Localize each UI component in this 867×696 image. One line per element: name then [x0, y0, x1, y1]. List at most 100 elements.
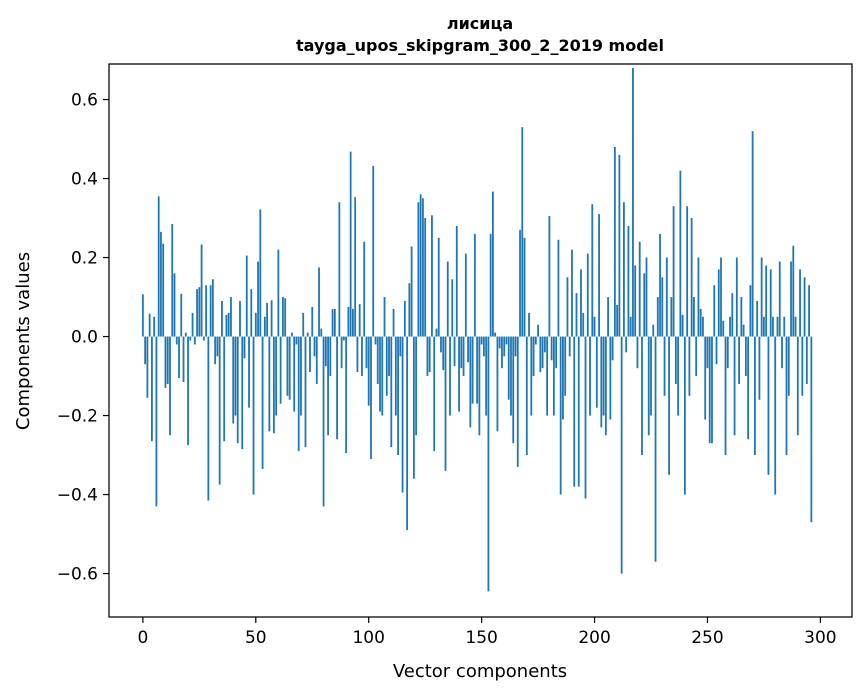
bar	[437, 237, 440, 337]
bar	[659, 233, 661, 337]
bar	[279, 336, 282, 404]
bar	[674, 336, 677, 384]
bar	[485, 336, 488, 416]
bar	[629, 316, 632, 337]
bar	[426, 336, 429, 377]
bar	[401, 336, 404, 493]
bar	[225, 314, 228, 337]
bar	[205, 285, 208, 337]
bar	[683, 336, 686, 495]
bar	[747, 336, 750, 440]
bar	[182, 336, 185, 382]
bar	[489, 233, 492, 337]
bar	[302, 312, 305, 337]
bar	[356, 336, 359, 373]
bar	[760, 257, 763, 337]
bar	[695, 336, 698, 377]
bar	[521, 127, 524, 337]
bar	[634, 265, 637, 337]
bar	[381, 336, 384, 416]
bar	[329, 336, 332, 377]
bar	[602, 336, 605, 416]
bar	[731, 293, 734, 337]
bar	[227, 312, 230, 337]
bar	[611, 336, 614, 361]
bar	[528, 312, 530, 337]
bar	[440, 336, 442, 353]
bar	[417, 202, 420, 337]
bar	[243, 336, 246, 359]
bar	[704, 336, 707, 420]
bar	[803, 277, 806, 337]
bar	[505, 336, 508, 345]
bar	[442, 336, 445, 371]
bar	[433, 336, 436, 452]
bar	[250, 289, 253, 337]
y-tick-label: 0.0	[71, 328, 98, 348]
bar	[320, 328, 323, 337]
bar	[338, 202, 341, 337]
bar	[537, 324, 539, 337]
bar	[365, 336, 368, 369]
bar	[464, 253, 467, 337]
x-tick-label: 50	[245, 628, 267, 648]
bar	[270, 300, 273, 337]
bar	[376, 336, 379, 384]
bar	[627, 225, 630, 337]
bar	[711, 336, 713, 444]
bar	[663, 336, 666, 396]
bar	[575, 293, 578, 337]
x-axis-label: Vector components	[393, 661, 567, 682]
bar	[169, 336, 171, 436]
bar	[218, 336, 221, 485]
bar	[562, 336, 564, 420]
bar	[153, 316, 156, 337]
bar	[571, 249, 573, 337]
bar	[372, 165, 375, 337]
bar	[503, 336, 506, 357]
bar	[756, 301, 759, 337]
bar	[507, 336, 510, 400]
y-tick-label: −0.6	[57, 565, 98, 585]
bar	[688, 336, 691, 396]
bar	[555, 336, 558, 369]
bar	[487, 336, 490, 592]
bar	[313, 336, 316, 357]
bar	[155, 336, 158, 507]
bar	[589, 336, 591, 416]
bar	[157, 196, 160, 337]
bar	[758, 336, 761, 400]
bar	[638, 241, 641, 337]
bar	[607, 297, 609, 337]
bar	[390, 336, 393, 448]
y-tick-label: −0.2	[57, 407, 98, 427]
bar	[293, 336, 296, 412]
bar	[272, 336, 275, 434]
bar	[693, 297, 695, 337]
x-tick-label: 100	[352, 628, 384, 648]
bar	[810, 336, 813, 523]
bar	[297, 336, 300, 452]
bar	[311, 306, 314, 337]
bar	[241, 336, 244, 450]
bar	[275, 336, 278, 416]
x-tick-label: 250	[691, 628, 723, 648]
bar	[151, 336, 153, 442]
bar	[261, 336, 264, 469]
x-tick-label: 300	[804, 628, 836, 648]
x-tick-label: 0	[137, 628, 148, 648]
bar	[367, 336, 370, 406]
bar	[781, 336, 783, 369]
bar	[796, 336, 799, 436]
bar	[347, 306, 350, 337]
x-tick-label: 200	[578, 628, 610, 648]
bar	[749, 285, 752, 337]
bar	[679, 170, 682, 337]
bar	[239, 301, 241, 337]
bar	[446, 261, 449, 337]
bar	[318, 267, 320, 337]
bar	[742, 324, 745, 337]
bar	[399, 336, 402, 357]
bar	[148, 313, 151, 337]
